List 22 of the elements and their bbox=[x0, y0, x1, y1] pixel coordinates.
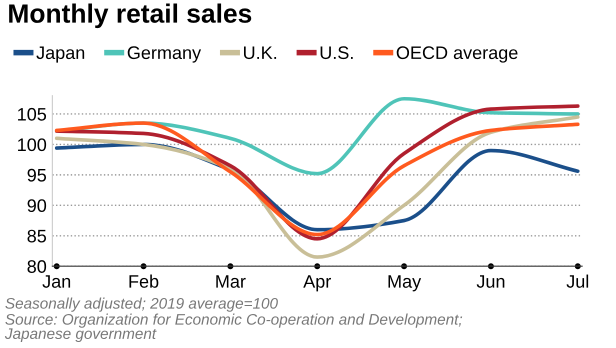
x-tick-label: Apr bbox=[303, 275, 331, 292]
x-tick-label: Jul bbox=[566, 274, 588, 288]
y-tick-label: 105 bbox=[18, 108, 46, 121]
x-tick-label: Jan bbox=[42, 275, 70, 288]
y-tick-label: 90 bbox=[28, 199, 46, 212]
legend-label: U.S. bbox=[320, 46, 353, 60]
legend-label: U.K. bbox=[244, 46, 276, 60]
y-tick-label: 95 bbox=[28, 168, 46, 182]
x-tick-label: Mar bbox=[216, 275, 246, 288]
legend-label: Germany bbox=[128, 46, 202, 63]
chart-title: Monthly retail sales bbox=[9, 3, 252, 28]
legend-label: Japan bbox=[36, 46, 84, 63]
y-tick-label: 100 bbox=[18, 138, 46, 152]
legend-label: OECD average bbox=[396, 46, 518, 63]
y-tick-label: 85 bbox=[28, 230, 46, 242]
text: Seasonally adjusted; 2019 average=100 bbox=[5, 298, 278, 312]
x-tick-label: Feb bbox=[129, 274, 158, 288]
y-tick-label: 80 bbox=[28, 260, 46, 273]
x-tick-label: Jun bbox=[476, 275, 504, 288]
line-series bbox=[54, 121, 580, 236]
source-note: Source: Organization for Economic Co-operation and Development; Japanese government bbox=[4, 314, 462, 342]
x-tick-label: May bbox=[388, 275, 422, 292]
